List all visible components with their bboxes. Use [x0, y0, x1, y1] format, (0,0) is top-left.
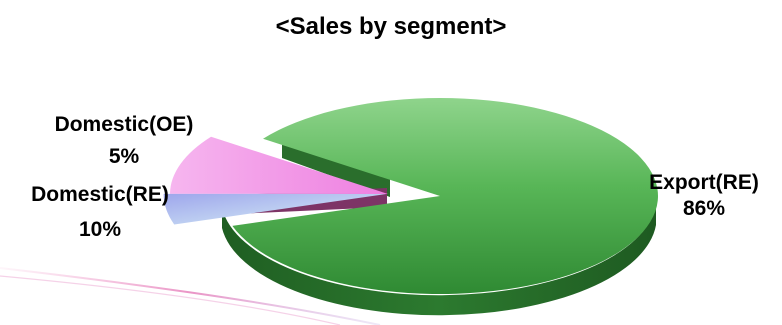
slice-value-export-re: 86%	[683, 197, 725, 220]
slice-side-export	[222, 205, 656, 316]
slice-label-domestic-re: Domestic(RE)	[31, 183, 169, 206]
chart-title: <Sales by segment>	[276, 13, 507, 40]
slice-value-domestic-oe: 5%	[109, 145, 140, 168]
slice-domestic-re	[170, 136, 388, 194]
slice-domestic-oe	[163, 193, 386, 225]
slice-label-domestic-oe: Domestic(OE)	[55, 113, 194, 136]
slice-value-domestic-re: 10%	[79, 218, 121, 241]
slice-label-export-re: Export(RE)	[649, 171, 759, 194]
decorative-swoosh-2	[0, 275, 341, 325]
decorative-swoosh	[0, 267, 381, 325]
slice-export-re	[232, 98, 659, 294]
